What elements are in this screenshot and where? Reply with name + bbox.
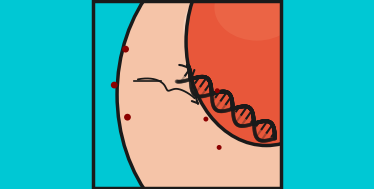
Circle shape <box>111 82 118 88</box>
Ellipse shape <box>186 0 347 146</box>
Ellipse shape <box>183 0 316 80</box>
Circle shape <box>217 145 221 150</box>
Circle shape <box>215 88 220 93</box>
Ellipse shape <box>117 0 363 189</box>
Ellipse shape <box>214 0 300 41</box>
Circle shape <box>124 114 131 121</box>
Circle shape <box>122 46 129 53</box>
Circle shape <box>203 117 208 122</box>
